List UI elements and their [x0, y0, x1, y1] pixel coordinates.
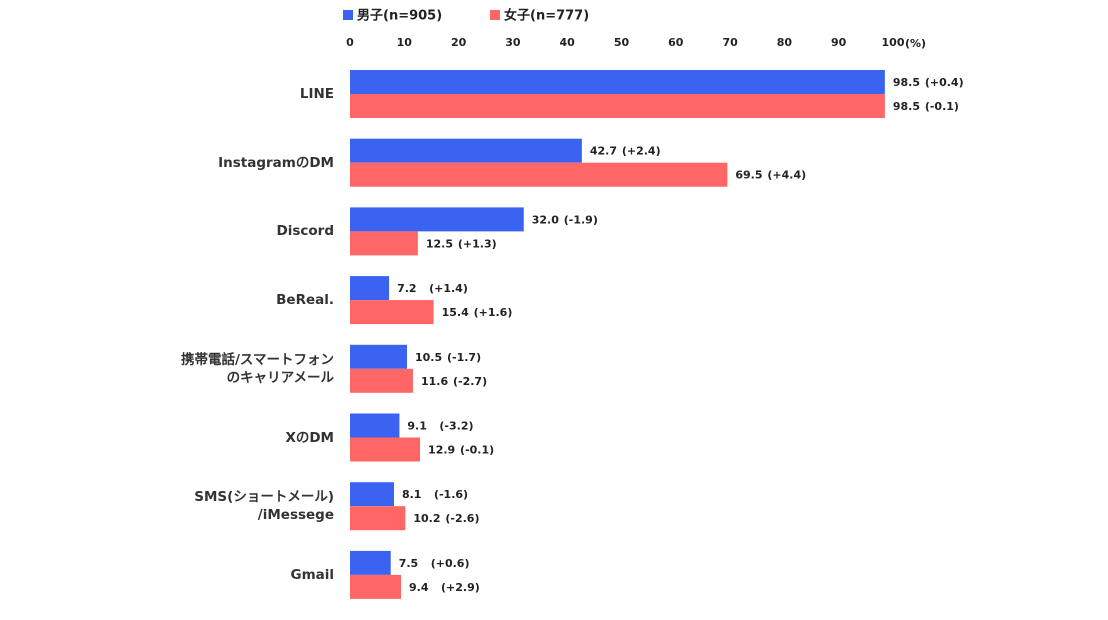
change-label: (+0.6) [431, 557, 470, 570]
change-label: (-2.6) [445, 512, 479, 525]
change-label: (+2.4) [622, 145, 661, 158]
change-label: (-1.7) [447, 351, 481, 364]
legend-label: 女子(n=777) [504, 8, 589, 24]
x-tick-label: 20 [451, 36, 467, 49]
bar [350, 482, 394, 507]
bar [350, 138, 582, 163]
x-tick-label: 90 [831, 36, 847, 49]
x-tick-label: 10 [397, 36, 413, 49]
x-tick-label: 40 [560, 36, 576, 49]
change-label: (+0.4) [925, 76, 964, 89]
bar [350, 276, 390, 301]
bar [350, 344, 408, 369]
value-label: 15.4 [442, 306, 469, 319]
value-label: 98.5 [893, 100, 920, 113]
bar [350, 437, 421, 462]
x-tick-label: 50 [614, 36, 630, 49]
legend-swatch [490, 10, 500, 20]
change-label: (+1.4) [429, 282, 468, 295]
value-label: 10.5 [415, 351, 442, 364]
value-label: 8.1 [402, 488, 422, 501]
value-label: 9.1 [407, 420, 427, 433]
x-tick-label: 70 [722, 36, 738, 49]
value-label: 32.0 [532, 213, 559, 226]
bar [350, 94, 885, 118]
value-label: 12.5 [426, 237, 453, 250]
bar [350, 574, 402, 599]
change-label: (-1.9) [564, 213, 598, 226]
x-tick-label: 80 [777, 36, 793, 49]
value-label: 11.6 [421, 375, 448, 388]
bar [350, 413, 400, 438]
bar [350, 368, 413, 393]
x-tick-label: 60 [668, 36, 684, 49]
bar [350, 550, 391, 575]
change-label: (-0.1) [925, 100, 959, 113]
value-label: 98.5 [893, 76, 920, 89]
value-label: 12.9 [428, 444, 455, 457]
x-tick-label: 0 [346, 36, 354, 49]
change-label: (+1.3) [458, 237, 497, 250]
change-label: (+4.4) [767, 169, 806, 182]
x-tick-label: 30 [505, 36, 521, 49]
legend-label: 男子(n=905) [357, 9, 442, 24]
bar [350, 231, 418, 256]
change-label: (+1.6) [474, 306, 513, 319]
bar [350, 506, 406, 531]
value-label: 69.5 [735, 169, 762, 182]
value-label: 42.7 [590, 145, 617, 158]
x-tick-label: 100 [882, 36, 905, 49]
category-label: Discord [276, 223, 334, 240]
value-label: 7.5 [399, 557, 419, 570]
category-label: SMS(ショートメール) /iMessege [194, 489, 334, 524]
bar [350, 70, 885, 94]
category-label: InstagramのDM [218, 154, 334, 171]
category-label: Gmail [290, 566, 334, 583]
category-label: 携帯電話/スマートフォン のキャリアメール [180, 351, 334, 386]
value-label: 10.2 [413, 512, 440, 525]
change-label: (-2.7) [453, 375, 487, 388]
x-unit: (%) [905, 37, 926, 50]
legend-swatch [343, 10, 353, 20]
value-label: 9.4 [409, 581, 429, 594]
value-label: 7.2 [397, 282, 417, 295]
change-label: (-1.6) [434, 488, 468, 501]
change-label: (-3.2) [439, 420, 473, 433]
bar [350, 207, 524, 232]
category-label: XのDM [285, 429, 334, 446]
category-label: BeReal. [276, 292, 334, 309]
bar [350, 162, 728, 187]
category-label: LINE [299, 86, 334, 102]
change-label: (+2.9) [441, 581, 480, 594]
change-label: (-0.1) [460, 444, 494, 457]
bar [350, 300, 434, 325]
